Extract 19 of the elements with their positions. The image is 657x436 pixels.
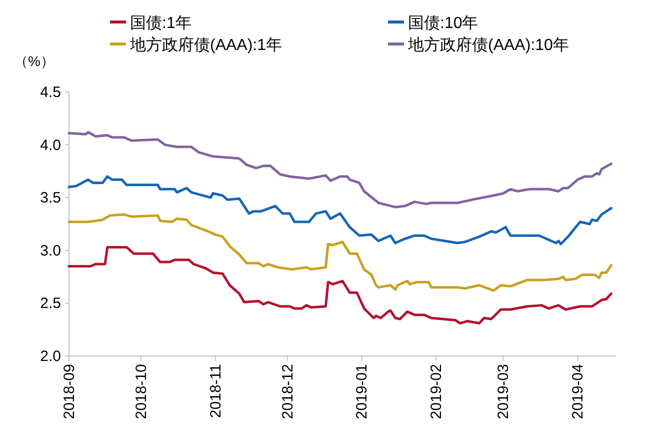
y-axis-title: （%） — [14, 53, 54, 69]
x-tick-label: 2018-10 — [132, 364, 150, 420]
y-tick-label: 4.0 — [40, 136, 61, 154]
legend-label: 地方政府债(AAA):10年 — [407, 36, 569, 54]
legend-label: 地方政府债(AAA):1年 — [129, 36, 282, 54]
x-tick-label: 2019-01 — [354, 364, 371, 420]
legend-label: 国债:10年 — [408, 15, 478, 32]
x-tick-label: 2019-03 — [495, 364, 512, 420]
legend-label: 国债:1年 — [130, 15, 192, 32]
x-tick-label: 2019-02 — [428, 364, 446, 420]
y-tick-label: 3.5 — [40, 190, 61, 207]
y-tick-label: 3.0 — [40, 242, 61, 260]
x-tick-label: 2019-04 — [570, 364, 587, 420]
y-tick-label: 2.0 — [40, 348, 61, 365]
x-tick-label: 2018-12 — [279, 364, 296, 420]
x-tick-label: 2018-09 — [61, 364, 78, 420]
x-tick-label: 2018-11 — [207, 364, 224, 418]
y-tick-label: 4.5 — [40, 84, 61, 101]
y-tick-label: 2.5 — [40, 295, 61, 312]
